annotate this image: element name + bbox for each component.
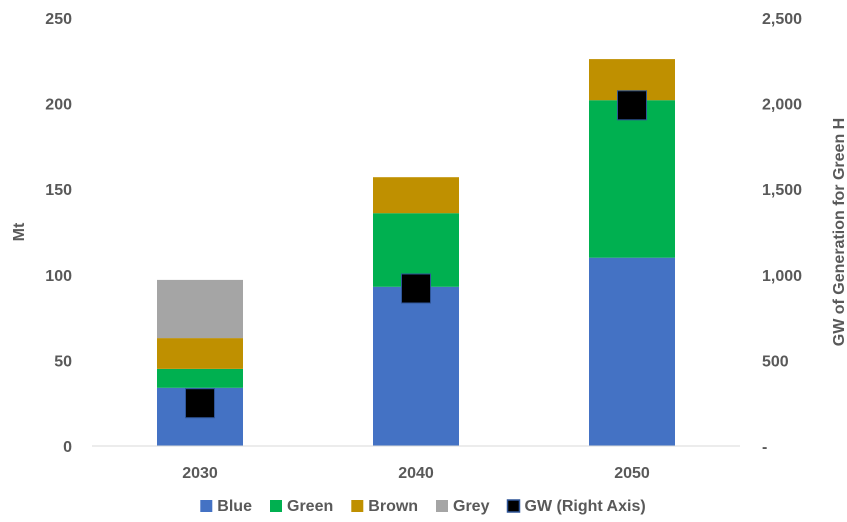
y2-axis-ticks: - 500 1,000 1,500 2,000 2,500 [762,11,802,456]
x-tick-label: 2050 [614,465,650,482]
y2-tick-label: - [762,439,767,456]
y2-tick-label: 2,500 [762,11,802,28]
gw-marker-2030 [185,388,215,419]
y2-tick-label: 500 [762,353,789,370]
legend-label: Brown [368,498,418,515]
x-axis-ticks: 2030 2040 2050 [182,465,650,482]
y2-tick-label: 1,500 [762,182,802,199]
y-tick-label: 50 [54,353,72,370]
bars-layer [157,59,675,446]
legend-label: GW (Right Axis) [525,498,646,515]
legend-swatch-brown [351,500,364,512]
y-axis-title: Mt [11,222,28,241]
y2-tick-label: 2,000 [762,97,802,114]
y-tick-label: 200 [45,97,72,114]
legend-label: Green [287,498,333,515]
y-tick-label: 0 [63,439,72,456]
bar-grey-2030 [157,279,243,339]
y2-tick-label: 1,000 [762,268,802,285]
bar-blue-2040 [373,286,459,446]
bar-blue-2050 [589,257,675,446]
y-tick-label: 100 [45,268,72,285]
legend-swatch-gw [506,499,521,513]
legend: Blue Green Brown Grey GW (Right Axis) [200,498,646,515]
legend-label: Grey [453,498,490,515]
legend-swatch-green [270,500,282,512]
gw-marker-2040 [401,273,431,304]
legend-swatch-grey [436,500,448,512]
bar-brown-2030 [157,338,243,369]
bar-green-2030 [157,369,243,388]
y2-axis-title: GW of Generation for Green H [831,118,847,346]
bar-green-2050 [589,100,675,258]
y-tick-label: 150 [45,182,72,199]
legend-swatch-blue [200,500,213,512]
x-tick-label: 2030 [182,465,218,482]
x-tick-label: 2040 [398,465,434,482]
y-tick-label: 250 [45,11,72,28]
bar-brown-2040 [373,177,459,214]
markers-layer [185,90,647,419]
gw-marker-2050 [617,90,647,121]
legend-label: Blue [217,498,252,515]
y-axis-ticks: 0 50 100 150 200 250 [45,11,72,456]
